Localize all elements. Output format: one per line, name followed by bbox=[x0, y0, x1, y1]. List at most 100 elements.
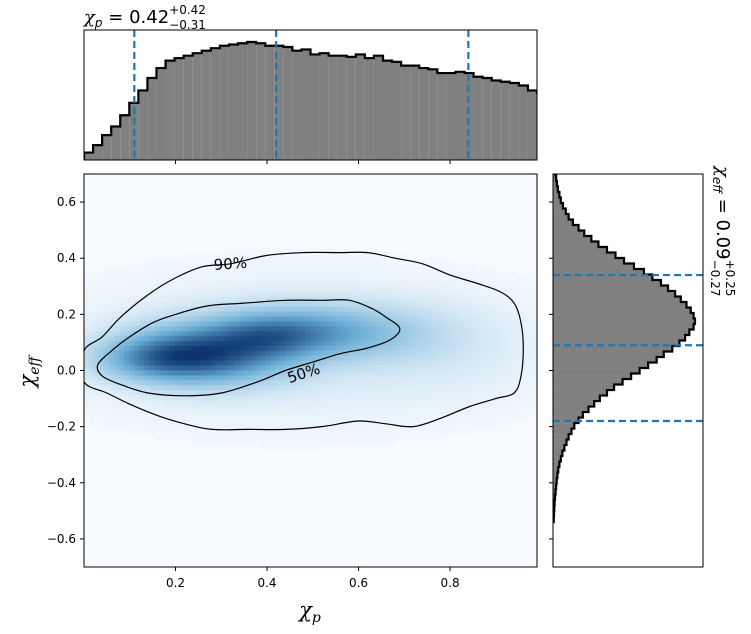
density-cell bbox=[139, 291, 145, 298]
density-cell bbox=[300, 321, 307, 327]
density-cell bbox=[194, 282, 201, 288]
density-cell bbox=[380, 296, 387, 303]
density-cell bbox=[531, 375, 537, 381]
density-cell bbox=[199, 419, 206, 426]
density-cell bbox=[476, 395, 483, 401]
density-cell bbox=[456, 291, 463, 298]
density-cell bbox=[119, 311, 125, 318]
density-cell bbox=[235, 296, 241, 303]
density-cell bbox=[119, 350, 125, 357]
density-cell bbox=[516, 370, 523, 377]
density-cell bbox=[401, 321, 407, 327]
density-cell bbox=[441, 301, 447, 308]
density-cell bbox=[260, 365, 266, 372]
density-cell bbox=[526, 385, 533, 391]
density-cell bbox=[471, 282, 478, 288]
right-histogram-outline bbox=[553, 174, 697, 524]
density-cell bbox=[184, 370, 191, 377]
density-cell bbox=[315, 390, 322, 396]
density-cell bbox=[335, 390, 342, 396]
density-cell bbox=[109, 272, 115, 278]
density-cell bbox=[305, 444, 312, 450]
density-cell bbox=[149, 355, 156, 362]
density-cell bbox=[511, 306, 518, 313]
density-cell bbox=[350, 257, 357, 264]
density-cell bbox=[300, 262, 307, 268]
density-cell bbox=[265, 444, 271, 450]
density-cell bbox=[521, 414, 528, 421]
density-cell bbox=[431, 291, 437, 298]
density-cell bbox=[224, 350, 231, 357]
density-cell bbox=[235, 291, 241, 298]
density-cell bbox=[169, 262, 176, 268]
density-cell bbox=[476, 360, 483, 367]
density-cell bbox=[194, 399, 201, 406]
density-cell bbox=[355, 370, 362, 377]
density-cell bbox=[441, 296, 447, 303]
density-cell bbox=[129, 404, 135, 411]
density-cell bbox=[209, 385, 216, 391]
density-cell bbox=[431, 321, 437, 327]
density-cell bbox=[456, 419, 463, 426]
density-cell bbox=[370, 296, 377, 303]
density-cell bbox=[124, 404, 130, 411]
density-cell bbox=[184, 365, 191, 372]
density-cell bbox=[461, 262, 468, 268]
density-cell bbox=[426, 331, 432, 337]
density-cell bbox=[270, 380, 276, 386]
density-cell bbox=[275, 350, 281, 357]
top-histogram-bar bbox=[491, 80, 501, 160]
density-cell bbox=[375, 424, 382, 431]
density-cell bbox=[355, 257, 362, 264]
density-cell bbox=[240, 272, 246, 278]
density-cell bbox=[184, 414, 191, 421]
density-cell bbox=[380, 360, 387, 367]
density-cell bbox=[375, 257, 382, 264]
density-cell bbox=[380, 355, 387, 362]
density-cell bbox=[310, 257, 317, 264]
density-cell bbox=[229, 390, 236, 396]
density-cell bbox=[139, 399, 145, 406]
density-cell bbox=[270, 375, 276, 381]
density-cell bbox=[104, 301, 110, 308]
top-histogram-bar bbox=[600, 130, 609, 160]
density-cell bbox=[214, 424, 221, 431]
density-cell bbox=[446, 395, 453, 401]
density-cell bbox=[189, 365, 196, 372]
density-cell bbox=[441, 272, 447, 278]
density-cell bbox=[355, 311, 362, 318]
density-cell bbox=[275, 326, 281, 332]
density-cell bbox=[345, 316, 352, 322]
density-cell bbox=[531, 286, 537, 293]
density-cell bbox=[421, 296, 427, 303]
density-cell bbox=[506, 331, 513, 337]
density-cell bbox=[305, 262, 312, 268]
density-cell bbox=[431, 282, 437, 288]
density-cell bbox=[416, 395, 422, 401]
density-cell bbox=[204, 316, 211, 322]
density-cell bbox=[310, 360, 317, 367]
density-cell bbox=[456, 390, 463, 396]
density-cell bbox=[486, 341, 493, 347]
density-cell bbox=[290, 331, 296, 337]
density-cell bbox=[365, 370, 372, 377]
density-cell bbox=[416, 336, 422, 342]
density-cell bbox=[325, 365, 332, 372]
top-histogram-bar bbox=[591, 125, 600, 160]
density-cell bbox=[265, 291, 271, 298]
density-cell bbox=[164, 291, 171, 298]
density-cell bbox=[260, 257, 266, 264]
density-cell bbox=[84, 360, 90, 367]
density-cell bbox=[124, 316, 130, 322]
density-cell bbox=[491, 282, 498, 288]
density-cell bbox=[355, 291, 362, 298]
density-cell bbox=[295, 291, 302, 298]
density-cell bbox=[300, 267, 307, 273]
top-histogram-bar bbox=[473, 76, 483, 160]
density-cell bbox=[426, 399, 432, 406]
density-cell bbox=[446, 326, 453, 332]
density-cell bbox=[300, 424, 307, 431]
density-cell bbox=[260, 286, 266, 293]
density-cell bbox=[345, 321, 352, 327]
density-cell bbox=[290, 301, 296, 308]
